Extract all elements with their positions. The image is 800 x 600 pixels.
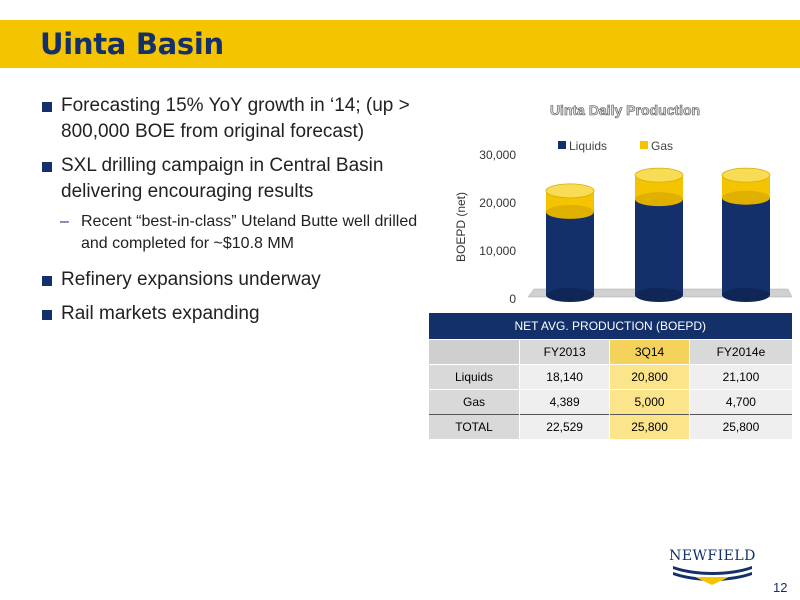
- newfield-logo: NEWFIELD: [665, 548, 760, 591]
- bar-group: [545, 167, 771, 302]
- table-corner: [428, 339, 520, 365]
- column-header: 3Q14: [609, 339, 690, 365]
- bar-liquids-base: [635, 288, 683, 302]
- bullet-text: Refinery expansions underway: [61, 269, 321, 290]
- table-cell: 4,700: [688, 389, 792, 415]
- bar-liquids-base: [722, 288, 770, 302]
- legend-swatch-gas: [640, 141, 648, 149]
- bar-liquids-base: [546, 288, 594, 302]
- row-label: Gas: [428, 389, 520, 415]
- legend-label-liquids: Liquids: [569, 139, 607, 153]
- legend-label-gas: Gas: [651, 139, 673, 153]
- square-bullet-icon: [42, 162, 52, 172]
- chart-title: Uinta Daily Production: [550, 102, 700, 118]
- bar-gas-base: [722, 190, 770, 205]
- square-bullet-icon: [42, 102, 52, 112]
- bullet-item: Rail markets expanding: [42, 301, 422, 327]
- table-cell: 18,140: [518, 364, 610, 390]
- table-cell: 25,800: [609, 414, 690, 439]
- bullet-text: SXL drilling campaign in Central Basin d…: [61, 155, 384, 202]
- sub-bullet-item: – Recent “best-in-class” Uteland Butte w…: [42, 211, 422, 255]
- y-axis-label: BOEPD (net): [454, 192, 468, 262]
- y-tick-label: 10,000: [479, 244, 516, 258]
- bar-liquids: [722, 197, 770, 295]
- table-row: Liquids 18,140 20,800 21,100: [428, 364, 792, 390]
- y-tick-label: 20,000: [479, 196, 516, 210]
- bullet-text: Forecasting 15% YoY growth in ‘14; (up >…: [61, 95, 410, 142]
- bar-gas-top: [721, 167, 771, 183]
- page-title: Uinta Basin: [40, 27, 224, 61]
- y-tick-label: 0: [509, 292, 516, 306]
- table-cell: 4,389: [518, 389, 610, 415]
- table-cell: 20,800: [609, 364, 690, 390]
- square-bullet-icon: [42, 276, 52, 286]
- page-number: 12: [773, 580, 788, 595]
- bar-gas-base: [546, 204, 594, 219]
- table-cell: 5,000: [609, 389, 690, 415]
- table-cell: 21,100: [688, 364, 792, 390]
- bullet-item: Forecasting 15% YoY growth in ‘14; (up >…: [42, 93, 422, 145]
- logo-emblem-icon: [673, 566, 752, 585]
- bar-gas-top: [545, 183, 595, 199]
- column-header: FY2013: [518, 339, 610, 365]
- bar-liquids: [635, 199, 683, 295]
- production-chart: Uinta Daily Production Liquids Gas BOEPD…: [454, 102, 793, 306]
- table-row: TOTAL 22,529 25,800 25,800: [428, 414, 792, 439]
- bar-liquids: [546, 211, 594, 295]
- column-header: FY2014e: [688, 339, 792, 365]
- bullet-text: Rail markets expanding: [61, 303, 260, 324]
- square-bullet-icon: [42, 310, 52, 320]
- table-row: Gas 4,389 5,000 4,700: [428, 389, 792, 415]
- bullet-list: Forecasting 15% YoY growth in ‘14; (up >…: [42, 93, 422, 335]
- title-bar: Uinta Basin: [0, 20, 800, 68]
- y-axis-ticks: 0 10,000 20,000 30,000: [479, 148, 516, 306]
- bar-gas-top: [634, 167, 684, 183]
- production-table: NET AVG. PRODUCTION (BOEPD) FY2013 3Q14 …: [428, 313, 792, 439]
- row-label: TOTAL: [428, 414, 520, 439]
- table-cell: 25,800: [688, 414, 792, 439]
- logo-text: NEWFIELD: [669, 548, 756, 564]
- production-table-wrap: NET AVG. PRODUCTION (BOEPD) FY2013 3Q14 …: [428, 313, 792, 439]
- bar-gas-base: [635, 192, 683, 207]
- bullet-item: SXL drilling campaign in Central Basin d…: [42, 153, 422, 205]
- sub-bullet-text: Recent “best-in-class” Uteland Butte wel…: [81, 213, 418, 252]
- table-header-row: FY2013 3Q14 FY2014e: [428, 339, 792, 365]
- dash-bullet-icon: –: [60, 213, 69, 230]
- y-tick-label: 30,000: [479, 148, 516, 162]
- table-title: NET AVG. PRODUCTION (BOEPD): [428, 313, 792, 340]
- bullet-item: Refinery expansions underway: [42, 267, 422, 293]
- row-label: Liquids: [428, 364, 520, 390]
- legend-swatch-liquids: [558, 141, 566, 149]
- table-cell: 22,529: [518, 414, 610, 439]
